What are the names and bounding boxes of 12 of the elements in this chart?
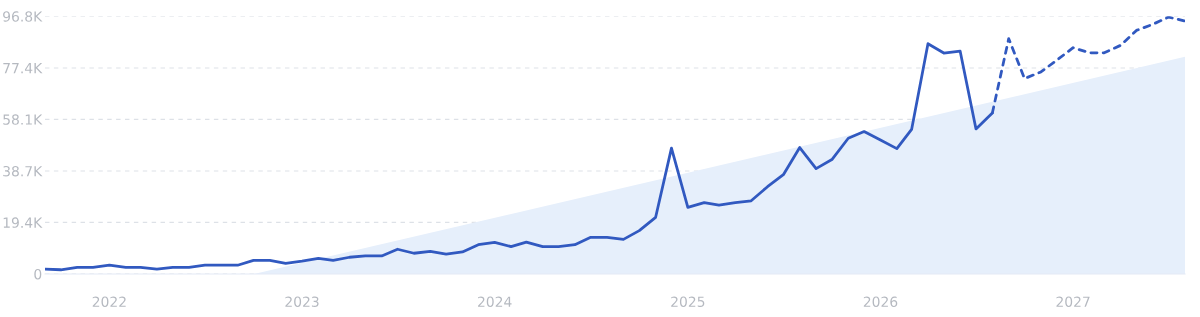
y-tick-label: 58.1K bbox=[3, 114, 43, 125]
y-tick-label: 38.7K bbox=[3, 165, 43, 177]
x-tick-label: 2026 bbox=[863, 296, 898, 307]
x-tick-label: 2024 bbox=[478, 296, 512, 307]
x-tick-label: 2027 bbox=[1056, 296, 1090, 307]
y-tick-label: 96.8K bbox=[3, 11, 43, 22]
y-tick-label: 19.4K bbox=[3, 217, 43, 228]
x-tick-label: 2022 bbox=[92, 296, 126, 307]
y-tick-label: 77.4K bbox=[3, 63, 43, 74]
x-tick-label: 2023 bbox=[285, 296, 319, 307]
x-tick-label: 2025 bbox=[671, 296, 705, 307]
y-tick-label: 0 bbox=[34, 268, 42, 280]
